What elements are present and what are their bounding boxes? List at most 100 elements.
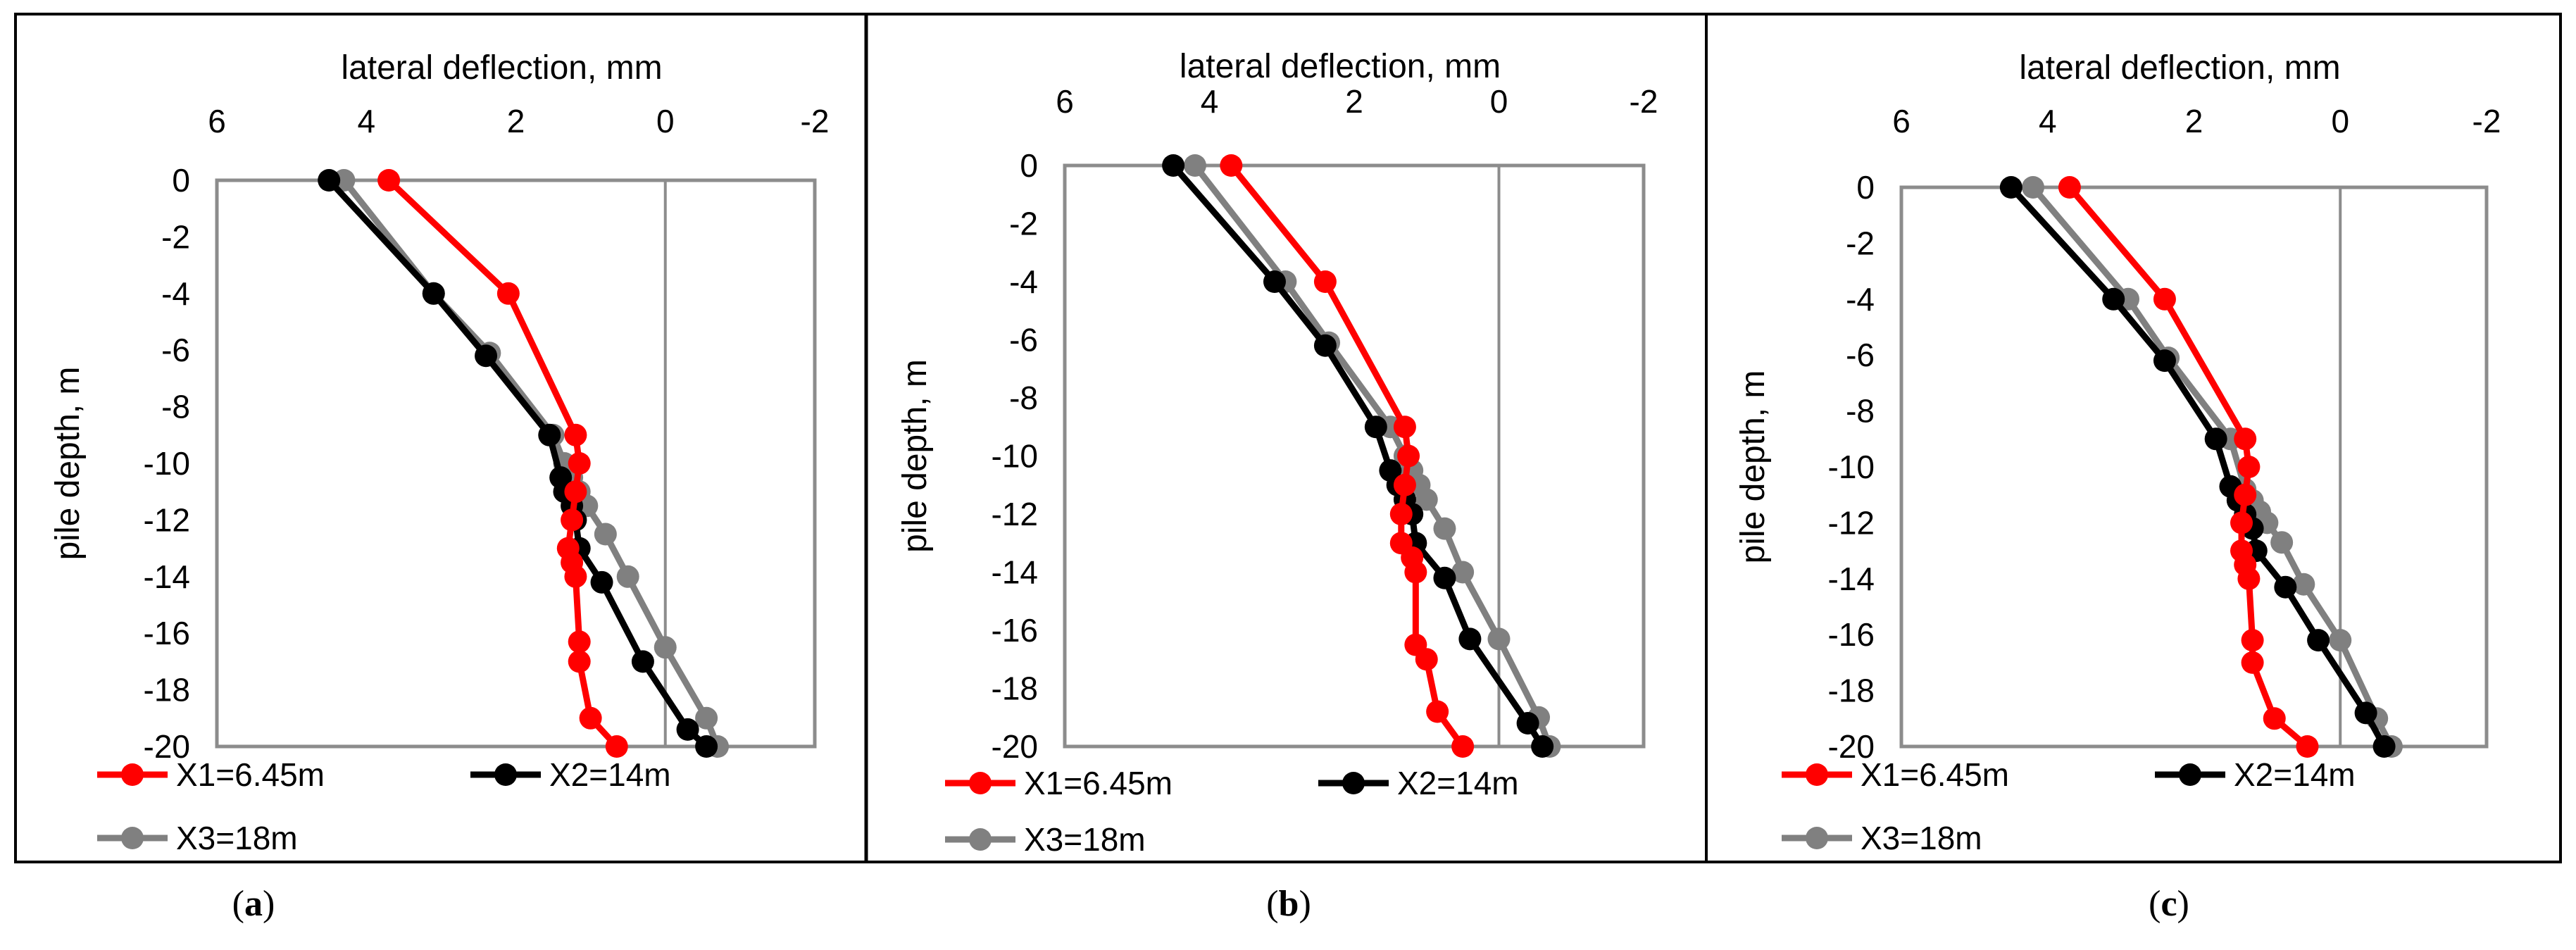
legend-label: X2=14m [549, 756, 671, 793]
x-tick-label: 0 [1490, 83, 1508, 120]
data-point [1487, 627, 1511, 651]
data-point [2102, 287, 2125, 311]
data-point [2354, 701, 2377, 725]
legend-label: X3=18m [176, 820, 298, 856]
data-point [1404, 561, 1427, 584]
legend-swatch-marker [1342, 772, 1365, 794]
data-point [2263, 707, 2286, 730]
data-point [2058, 176, 2081, 199]
data-point [2237, 567, 2261, 590]
legend-swatch-marker [1806, 763, 1828, 786]
data-point [631, 650, 654, 673]
y-tick-label: -18 [992, 670, 1038, 707]
data-point [616, 565, 639, 588]
data-point [2021, 176, 2044, 199]
y-tick-label: -4 [161, 275, 190, 312]
data-point [2153, 287, 2176, 311]
data-point [2204, 427, 2227, 451]
legend-label: X1=6.45m [1024, 765, 1173, 801]
data-point [564, 565, 587, 588]
x-tick-label: 0 [656, 103, 675, 139]
data-point [2234, 427, 2257, 451]
y-tick-label: -12 [1828, 504, 1875, 541]
y-tick-label: -10 [992, 438, 1038, 475]
x-axis-title: lateral deflection, mm [1180, 48, 1501, 85]
x-tick-label: 4 [1201, 83, 1219, 120]
y-tick-label: -18 [144, 672, 190, 708]
chart-panel-a: lateral deflection, mm6 4 2 0 -20-2-4-6-8-10… [49, 49, 829, 924]
panel-caption: (c) [2149, 884, 2189, 924]
chart-panel-c: lateral deflection, mm6 4 2 0 -20-2-4-6-8-10… [1734, 49, 2501, 924]
x-tick-label: 2 [1345, 83, 1363, 120]
panel-caption: (b) [1266, 884, 1311, 924]
data-point [594, 523, 617, 546]
data-point [1458, 627, 1482, 651]
x-tick-label: 6 [1892, 103, 1911, 139]
data-point [2241, 651, 2264, 674]
y-tick-label: -2 [161, 218, 190, 255]
y-tick-label: -10 [1828, 449, 1875, 485]
y-tick-label: -8 [1846, 393, 1875, 430]
y-tick-label: -4 [1846, 281, 1875, 318]
data-point [564, 423, 587, 446]
data-point [568, 650, 591, 673]
data-point [1531, 735, 1554, 758]
data-point [564, 480, 587, 504]
y-tick-label: -14 [1828, 561, 1875, 597]
data-point [496, 282, 520, 305]
data-point [1393, 473, 1416, 496]
x-tick-label: 6 [208, 103, 226, 139]
data-point [1313, 334, 1337, 357]
data-point [2372, 735, 2396, 758]
y-axis-title: pile depth, m [896, 359, 934, 553]
panel-caption: (a) [232, 884, 275, 924]
data-point [2237, 456, 2261, 478]
legend-swatch-marker [121, 827, 144, 849]
legend-label: X2=14m [1397, 765, 1519, 801]
data-point [538, 423, 561, 446]
y-tick-label: -8 [161, 389, 190, 425]
series-line [341, 178, 721, 748]
legend-label: X1=6.45m [1861, 756, 2009, 793]
legend-label: X3=18m [1861, 820, 1982, 856]
data-point [654, 636, 677, 659]
data-point [2307, 629, 2330, 652]
y-tick-label: -20 [1828, 728, 1875, 765]
y-tick-label: -14 [144, 558, 190, 595]
x-tick-label: 2 [2185, 103, 2203, 139]
legend-swatch-marker [1806, 827, 1828, 849]
series-line [2008, 185, 2387, 749]
legend-swatch-marker [969, 828, 992, 851]
legend-label: X3=18m [1024, 821, 1146, 858]
plot-area [215, 178, 817, 749]
y-tick-label: -20 [144, 728, 190, 765]
legend-label: X2=14m [2234, 756, 2356, 793]
y-tick-label: -12 [992, 496, 1038, 532]
data-point [2329, 629, 2352, 652]
data-point [1433, 517, 1456, 540]
x-tick-label: 4 [2039, 103, 2057, 139]
legend-swatch-marker [121, 763, 144, 786]
data-point [2292, 573, 2315, 596]
data-point [2296, 735, 2319, 758]
y-tick-label: 0 [172, 162, 190, 199]
x-tick-label: -2 [1630, 83, 1658, 120]
data-point [422, 282, 445, 305]
data-point [695, 706, 718, 730]
y-tick-label: 0 [1856, 169, 1875, 206]
legend-swatch-marker [494, 763, 517, 786]
data-point [1516, 712, 1539, 735]
y-axis-title: pile depth, m [1734, 370, 1772, 564]
y-tick-label: -4 [1009, 263, 1038, 300]
plot-area [1899, 185, 2489, 749]
legend-label: X1=6.45m [176, 756, 325, 793]
figure-frame [14, 13, 2562, 863]
data-point [377, 169, 401, 192]
chart-panel-b: lateral deflection, mm6 4 2 0 -20-2-4-6-8-10… [896, 48, 1658, 924]
y-tick-label: -20 [992, 728, 1038, 765]
data-point [2234, 483, 2257, 506]
data-point [2270, 531, 2294, 554]
y-tick-label: -16 [1828, 616, 1875, 653]
data-point [2241, 629, 2264, 652]
